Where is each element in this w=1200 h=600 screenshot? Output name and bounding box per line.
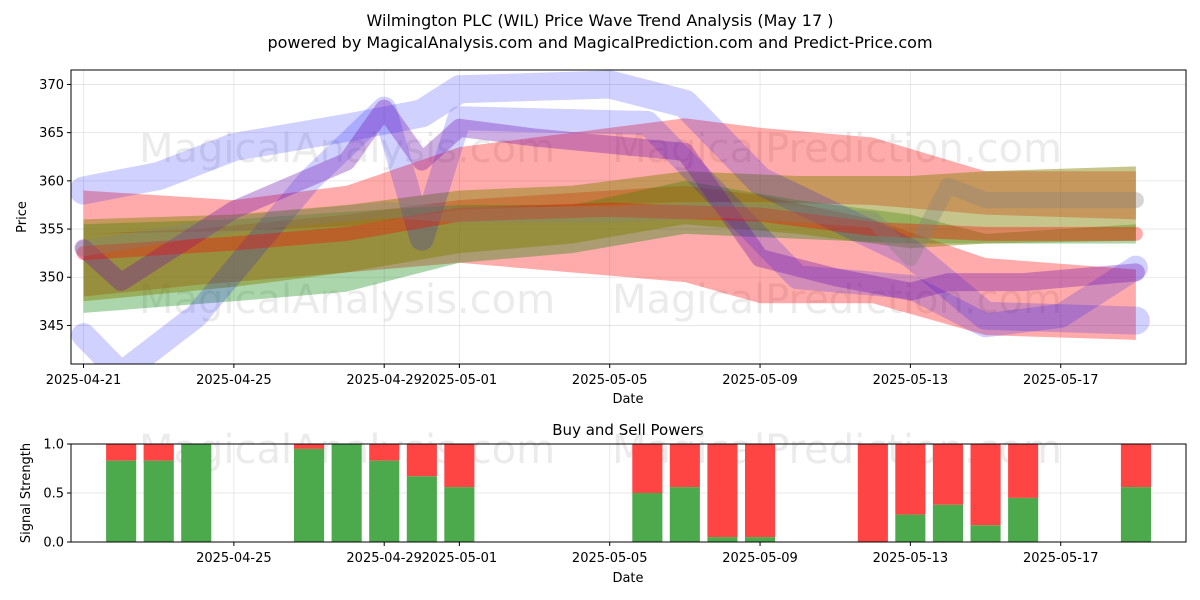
buy-power-bar	[331, 444, 362, 542]
price-y-axis-label: Price	[15, 201, 30, 233]
sell-power-bar	[1008, 444, 1039, 498]
price-panel-axes: 2025-04-21 2025-04-25 2025-04-29 2025-05-01…	[39, 78, 1098, 388]
price-wave-2	[71, 96, 1148, 364]
price-x-tick-label: 2025-05-17	[1023, 373, 1099, 388]
chart-title: Wilmington PLC (WIL) Price Wave Trend An…	[367, 11, 834, 30]
signal-x-tick-label: 2025-04-25	[196, 551, 272, 566]
watermark-prediction-mid: MagicalPrediction.com	[612, 277, 1062, 323]
sell-power-bar	[444, 444, 475, 488]
sell-power-bar	[932, 444, 963, 505]
price-wave-1	[71, 70, 1150, 335]
sell-power-bar	[632, 444, 663, 493]
price-y-tick-label: 360	[39, 174, 64, 189]
sell-power-bar	[707, 444, 738, 538]
signal-y-tick-label: 0.5	[43, 487, 64, 502]
price-bands	[83, 118, 1136, 340]
price-panel-grid	[71, 70, 1186, 364]
price-y-tick-label: 355	[39, 223, 64, 238]
price-band-1	[83, 118, 1136, 234]
sell-power-bar	[294, 444, 325, 449]
buy-power-bar	[444, 487, 475, 542]
buy-power-bar	[106, 460, 137, 542]
sell-power-bar	[745, 444, 776, 538]
price-y-tick-label: 350	[39, 271, 64, 286]
price-wave-5	[75, 177, 1144, 266]
price-band-4	[83, 166, 1136, 302]
signal-x-tick-label: 2025-05-01	[422, 551, 498, 566]
buy-power-bar	[1008, 497, 1039, 542]
price-y-tick-label: 365	[39, 126, 64, 141]
price-y-tick-label: 345	[39, 319, 64, 334]
buy-power-bar	[669, 487, 700, 542]
sell-power-bar	[106, 444, 137, 461]
price-wave-3	[74, 99, 1145, 301]
buy-power-bar	[406, 476, 437, 542]
signal-x-tick-label: 2025-05-13	[873, 551, 949, 566]
sell-power-bar	[143, 444, 174, 461]
buy-power-bar	[895, 514, 926, 542]
sell-power-bar	[970, 444, 1001, 526]
buy-power-bar	[707, 537, 738, 542]
price-y-tick-label: 370	[39, 78, 64, 93]
sell-power-bar	[1120, 444, 1151, 488]
sell-power-bar	[669, 444, 700, 488]
signal-x-tick-label: 2025-05-09	[722, 551, 798, 566]
signal-y-tick-label: 1.0	[43, 438, 64, 453]
price-x-tick-label: 2025-04-29	[346, 373, 422, 388]
buy-power-bar	[745, 537, 776, 542]
sell-power-bar	[857, 444, 888, 542]
signal-panel-title: Buy and Sell Powers	[552, 421, 704, 439]
watermark-prediction-top: MagicalPrediction.com	[612, 126, 1062, 172]
chart-subtitle: powered by MagicalAnalysis.com and Magic…	[267, 33, 932, 52]
price-x-tick-label: 2025-04-25	[196, 373, 272, 388]
signal-x-tick-label: 2025-05-05	[572, 551, 648, 566]
buy-power-bar	[970, 525, 1001, 542]
price-x-axis-label: Date	[612, 392, 643, 407]
signal-x-axis-label: Date	[612, 571, 643, 586]
price-wave-4	[76, 202, 1143, 261]
watermark-analysis-mid: MagicalAnalysis.com	[139, 277, 555, 323]
price-x-tick-label: 2025-05-13	[873, 373, 949, 388]
watermark-analysis-top: MagicalAnalysis.com	[139, 126, 555, 172]
price-waves	[71, 70, 1150, 364]
price-x-tick-label: 2025-04-21	[46, 373, 122, 388]
signal-y-axis-label: Signal Strength	[19, 443, 34, 543]
signal-y-tick-label: 0.0	[43, 536, 64, 551]
price-x-tick-label: 2025-05-01	[422, 373, 498, 388]
buy-power-bar	[632, 493, 663, 542]
signal-x-tick-label: 2025-05-17	[1023, 551, 1099, 566]
signal-x-tick-label: 2025-04-29	[346, 551, 422, 566]
buy-power-bar	[294, 448, 325, 542]
buy-power-bar	[181, 444, 212, 542]
buy-power-bar	[1120, 487, 1151, 542]
buy-power-bar	[369, 460, 400, 542]
price-panel-watermarks: MagicalAnalysis.com MagicalPrediction.co…	[139, 126, 1062, 323]
price-panel-frame	[70, 69, 1187, 365]
sell-power-bar	[406, 444, 437, 477]
price-x-tick-label: 2025-05-09	[722, 373, 798, 388]
sell-power-bar	[369, 444, 400, 461]
price-band-2	[83, 185, 1136, 340]
price-band-3	[83, 180, 1136, 313]
buy-power-bar	[143, 460, 174, 542]
signal-panel-axes: 2025-04-25 2025-04-29 2025-05-01 2025-05-05…	[43, 438, 1098, 567]
buy-power-bar	[932, 504, 963, 542]
sell-power-bar	[895, 444, 926, 515]
signal-bars	[106, 444, 1151, 542]
price-x-tick-label: 2025-05-05	[572, 373, 648, 388]
